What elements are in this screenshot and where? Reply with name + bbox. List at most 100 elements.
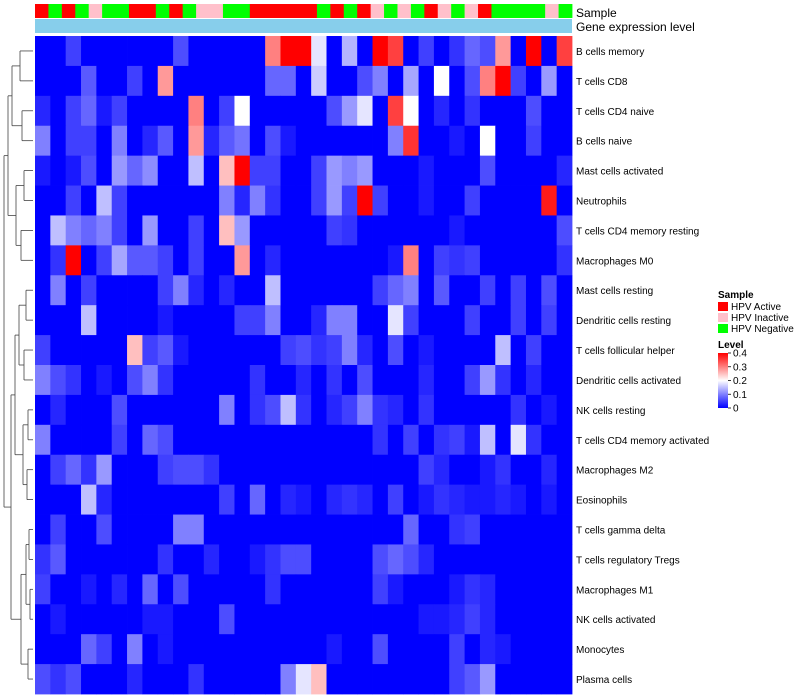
heatmap-cell [188,484,205,515]
heatmap-cell [357,275,373,306]
heatmap-cell [219,215,235,246]
heatmap-cell [65,394,82,426]
heatmap-cell [464,95,481,127]
heatmap-cell [541,365,558,396]
heatmap-cell [495,95,512,127]
heatmap-cell [188,664,205,695]
heatmap-cell [111,454,128,486]
heatmap-cell [541,574,558,605]
heatmap-cell [203,664,220,695]
heatmap-cell [249,185,266,216]
heatmap-cell [387,604,404,635]
heatmap-cell [96,394,113,426]
heatmap-cell [81,574,97,605]
heatmap-cell [249,305,266,336]
heatmap-cell [127,634,143,665]
heatmap-cell [311,335,327,366]
heatmap-cell [341,514,358,545]
heatmap-cell [556,365,573,396]
heatmap-cell [280,574,297,605]
heatmap-cell [249,514,266,545]
heatmap-cell [265,245,281,276]
heatmap-cell [357,125,373,157]
heatmap-cell [357,424,373,456]
row-label: Dendritic cells resting [576,316,671,327]
heatmap-cell [234,634,251,665]
heatmap-cell [311,155,327,186]
heatmap-cell [142,95,159,127]
heatmap-cell [525,424,542,456]
heatmap-cell [219,185,235,216]
heatmap-cell [280,125,297,157]
sample-annotation-cell [504,4,519,18]
heatmap-cell [249,245,266,276]
heatmap-cell [203,275,220,306]
heatmap-cell [326,275,343,306]
heatmap-cell [265,335,281,366]
sample-annotation-cell [209,4,224,18]
level-tick-label: 0.3 [733,362,747,373]
heatmap-cell [311,65,327,97]
heatmap-cell [127,604,143,635]
heatmap-cell [326,65,343,97]
heatmap-cell [249,215,266,246]
row-label: B cells memory [576,47,644,58]
heatmap-cell [157,484,174,515]
heatmap-cell [525,634,542,665]
heatmap-cell [326,664,343,695]
heatmap-cell [111,365,128,396]
heatmap-cell [449,36,465,67]
heatmap-cell [341,95,358,127]
heatmap-cell [556,305,573,336]
heatmap-cell [295,365,312,396]
row-label: T cells regulatory Tregs [576,555,680,566]
heatmap-cell [479,215,496,246]
heatmap-cell [479,36,496,67]
heatmap-cell [510,95,527,127]
heatmap-cell [142,36,159,67]
heatmap-cell [81,275,97,306]
heatmap-cell [510,65,527,97]
row-label: Neutrophils [576,197,627,208]
heatmap-cell [234,275,251,306]
heatmap-cell [65,634,82,665]
heatmap-cell [403,454,419,486]
heatmap-cell [326,514,343,545]
heatmap-cell [311,514,327,545]
heatmap-cell [433,185,450,216]
heatmap-cell [111,215,128,246]
heatmap-cell [556,544,573,575]
heatmap-cell [341,394,358,426]
legend-label-hpv-inactive: HPV Inactive [731,313,789,324]
heatmap-cell [372,634,389,665]
heatmap-cell [449,454,465,486]
heatmap-cell [341,604,358,635]
heatmap-cell [541,185,558,216]
heatmap-cell [249,544,266,575]
heatmap-cell [556,65,573,97]
heatmap-cell [311,185,327,216]
heatmap-cell [65,664,82,695]
heatmap-cell [81,125,97,157]
legend-label-hpv-active: HPV Active [731,302,781,313]
heatmap-cell [556,394,573,426]
heatmap-cell [50,484,67,515]
heatmap-cell [341,65,358,97]
heatmap-cell [111,514,128,545]
heatmap-cell [387,664,404,695]
heatmap-cell [173,95,189,127]
heatmap-cell [127,275,143,306]
heatmap-cell [111,664,128,695]
heatmap-cell [372,604,389,635]
heatmap-cell [65,424,82,456]
heatmap-cell [433,305,450,336]
heatmap-cell [203,634,220,665]
heatmap-cell [173,275,189,306]
heatmap-cell [387,335,404,366]
heatmap-cell [418,394,435,426]
heatmap-cell [50,514,67,545]
sample-annotation-cell [169,4,184,18]
heatmap-cell [525,215,542,246]
heatmap-cell [265,664,281,695]
heatmap-cell [326,424,343,456]
